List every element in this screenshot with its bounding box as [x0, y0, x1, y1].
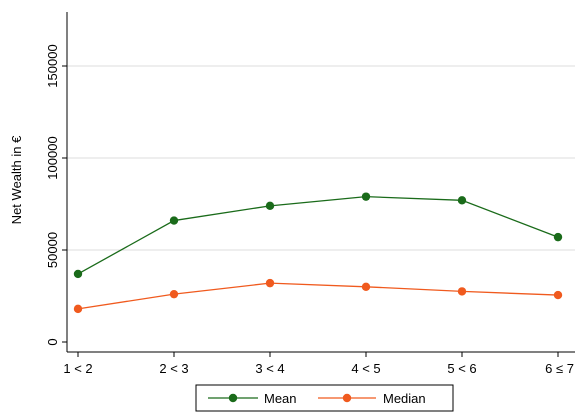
x-tick-label: 1 < 2: [63, 361, 92, 376]
data-point-median: [73, 304, 83, 314]
legend: Mean Median: [195, 384, 454, 412]
x-tick-label: 3 < 4: [255, 361, 284, 376]
legend-items: Mean Median: [208, 391, 426, 406]
data-point-mean: [457, 196, 467, 205]
series-line-mean: [77, 195, 559, 275]
legend-label-median: Median: [383, 391, 426, 406]
y-tick-label: 150000: [45, 44, 60, 87]
data-point-median: [457, 287, 467, 296]
y-tick-label: 0: [45, 338, 60, 345]
data-point-mean: [265, 201, 275, 211]
legend-marker-median: [342, 393, 352, 403]
x-tick-label: 2 < 3: [159, 361, 188, 376]
y-tick-label: 50000: [45, 232, 60, 268]
x-ticks: 1 < 2 2 < 3 3 < 4 4 < 5 5 < 6 6 ≤ 7: [63, 352, 574, 376]
data-point-mean: [361, 192, 371, 201]
y-ticks: 0 50000 100000 150000: [45, 44, 67, 346]
data-point-median: [553, 290, 563, 300]
x-tick-label: 6 ≤ 7: [545, 361, 574, 376]
y-axis-title: Net Wealth in €: [9, 135, 24, 224]
grid-lines: [67, 65, 575, 251]
data-point-median: [169, 289, 179, 299]
x-tick-label: 4 < 5: [351, 361, 380, 376]
data-point-mean: [73, 269, 83, 279]
y-tick-label: 100000: [45, 136, 60, 179]
x-tick-label: 5 < 6: [447, 361, 476, 376]
data-point-median: [265, 278, 275, 288]
legend-label-mean: Mean: [264, 391, 297, 406]
data-point-mean: [169, 216, 179, 225]
data-point-mean: [553, 232, 563, 242]
data-point-median: [361, 282, 371, 291]
series-line-median: [77, 282, 559, 310]
series-layer: [73, 192, 563, 314]
legend-marker-mean: [228, 393, 238, 403]
